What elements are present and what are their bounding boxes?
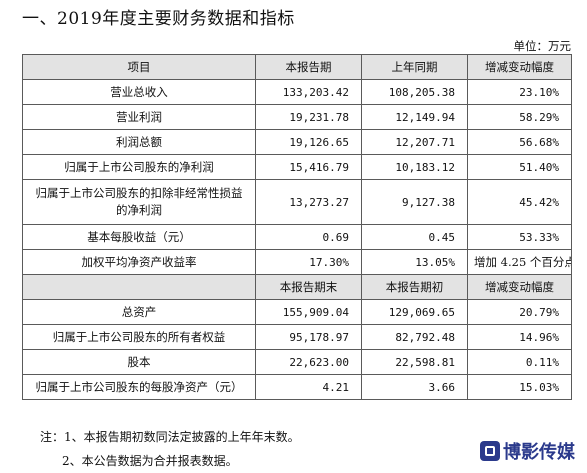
row-label: 归属于上市公司股东的扣除非经常性损益 的净利润 — [22, 179, 256, 225]
change-value: 45.42% — [467, 179, 572, 225]
current-value: 133,203.42 — [255, 79, 362, 105]
table-row: 加权平均净资产收益率 17.30% 13.05% 增加 4.25 个百分点 — [22, 249, 572, 275]
change-value: 15.03% — [467, 374, 572, 400]
header-cell-change: 增减变动幅度 — [467, 54, 572, 80]
unit-label: 单位：万元 — [513, 39, 572, 53]
current-value: 19,126.65 — [255, 129, 362, 155]
subheader-cell-item — [22, 274, 256, 300]
header-cell-item: 项目 — [22, 54, 256, 80]
header-cell-previous: 上年同期 — [361, 54, 468, 80]
change-value: 14.96% — [467, 324, 572, 350]
footnotes: 注：1、本报告期初数同法定披露的上年年末数。 2、本公告数据为合并报表数据。 — [40, 425, 300, 473]
watermark-text: 博影传媒 — [503, 442, 575, 463]
row-label-line2: 的净利润 — [116, 203, 162, 217]
current-value: 19,231.78 — [255, 104, 362, 130]
previous-value: 12,207.71 — [361, 129, 468, 155]
change-value: 53.33% — [467, 224, 572, 250]
current-value: 95,178.97 — [255, 324, 362, 350]
footnote-1: 注：1、本报告期初数同法定披露的上年年末数。 — [40, 430, 300, 444]
table-header-row: 项目 本报告期 上年同期 增减变动幅度 — [22, 54, 572, 80]
footnote-2: 2、本公告数据为合并报表数据。 — [62, 454, 238, 468]
table-row: 归属于上市公司股东的扣除非经常性损益 的净利润 13,273.27 9,127.… — [22, 179, 572, 225]
current-value: 13,273.27 — [255, 179, 362, 225]
current-value: 22,623.00 — [255, 349, 362, 375]
table-row: 总资产 155,909.04 129,069.65 20.79% — [22, 299, 572, 325]
row-label: 利润总额 — [22, 129, 256, 155]
previous-value: 22,598.81 — [361, 349, 468, 375]
table-subheader-row: 本报告期末 本报告期初 增减变动幅度 — [22, 274, 572, 300]
row-label: 营业总收入 — [22, 79, 256, 105]
row-label: 归属于上市公司股东的每股净资产（元） — [22, 374, 256, 400]
current-value: 0.69 — [255, 224, 362, 250]
change-value: 51.40% — [467, 154, 572, 180]
previous-value: 82,792.48 — [361, 324, 468, 350]
table-row: 归属于上市公司股东的净利润 15,416.79 10,183.12 51.40% — [22, 154, 572, 180]
previous-value: 3.66 — [361, 374, 468, 400]
table-row: 基本每股收益（元） 0.69 0.45 53.33% — [22, 224, 572, 250]
previous-value: 9,127.38 — [361, 179, 468, 225]
row-label: 基本每股收益（元） — [22, 224, 256, 250]
previous-value: 108,205.38 — [361, 79, 468, 105]
subheader-cell-period-start: 本报告期初 — [361, 274, 468, 300]
table-row: 股本 22,623.00 22,598.81 0.11% — [22, 349, 572, 375]
table-row: 利润总额 19,126.65 12,207.71 56.68% — [22, 129, 572, 155]
row-label: 归属于上市公司股东的净利润 — [22, 154, 256, 180]
current-value: 15,416.79 — [255, 154, 362, 180]
change-value: 58.29% — [467, 104, 572, 130]
change-value: 20.79% — [467, 299, 572, 325]
change-value: 增加 4.25 个百分点 — [467, 249, 572, 275]
change-value: 23.10% — [467, 79, 572, 105]
previous-value: 129,069.65 — [361, 299, 468, 325]
current-value: 4.21 — [255, 374, 362, 400]
change-value: 0.11% — [467, 349, 572, 375]
section-heading: 一、2019年度主要财务数据和指标 — [22, 9, 295, 29]
financial-table: 项目 本报告期 上年同期 增减变动幅度 营业总收入 133,203.42 108… — [22, 54, 572, 400]
row-label: 股本 — [22, 349, 256, 375]
current-value: 17.30% — [255, 249, 362, 275]
row-label: 归属于上市公司股东的所有者权益 — [22, 324, 256, 350]
subheader-cell-period-end: 本报告期末 — [255, 274, 362, 300]
previous-value: 12,149.94 — [361, 104, 468, 130]
row-label: 加权平均净资产收益率 — [22, 249, 256, 275]
change-value: 56.68% — [467, 129, 572, 155]
header-cell-current: 本报告期 — [255, 54, 362, 80]
previous-value: 13.05% — [361, 249, 468, 275]
previous-value: 10,183.12 — [361, 154, 468, 180]
subheader-cell-change: 增减变动幅度 — [467, 274, 572, 300]
current-value: 155,909.04 — [255, 299, 362, 325]
table-row: 营业总收入 133,203.42 108,205.38 23.10% — [22, 79, 572, 105]
row-label: 总资产 — [22, 299, 256, 325]
previous-value: 0.45 — [361, 224, 468, 250]
watermark-logo: 博影传媒 — [480, 438, 575, 464]
table-row: 归属于上市公司股东的所有者权益 95,178.97 82,792.48 14.9… — [22, 324, 572, 350]
table-row: 营业利润 19,231.78 12,149.94 58.29% — [22, 104, 572, 130]
row-label: 营业利润 — [22, 104, 256, 130]
row-label-line1: 归属于上市公司股东的扣除非经常性损益 — [35, 186, 243, 200]
table-row: 归属于上市公司股东的每股净资产（元） 4.21 3.66 15.03% — [22, 374, 572, 400]
logo-icon — [480, 441, 500, 461]
